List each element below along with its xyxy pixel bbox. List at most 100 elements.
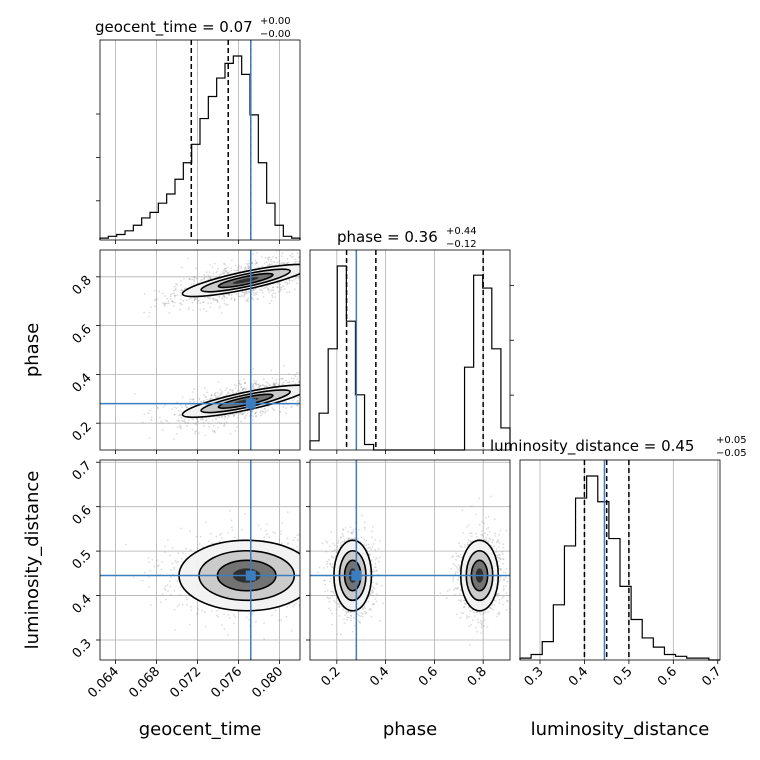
panel-geocent-time-vs-phase-sample-0-224 <box>217 295 220 297</box>
panel-geocent-time-vs-luminosity-distance-sample-0-914 <box>199 535 202 538</box>
panel-geocent-time-vs-phase-sample-0-1056 <box>279 290 281 293</box>
panel-geocent-time-vs-phase-sample-1-1095 <box>271 406 274 409</box>
panel-geocent-time-vs-phase-sample-1-319 <box>259 410 262 412</box>
panel-geocent-time-vs-phase-sample-0-96 <box>224 270 227 273</box>
panel-geocent-time-vs-luminosity-distance-sample-0-192 <box>148 576 151 579</box>
panel-geocent-time-vs-phase-sample-0-460 <box>241 291 244 293</box>
panel-geocent-time-vs-luminosity-distance-sample-0-918 <box>170 569 172 571</box>
panel-phase-vs-luminosity-distance-sample-1-427 <box>452 588 455 591</box>
panel-geocent-time-vs-phase-sample-1-685 <box>229 389 232 391</box>
panel-geocent-time-vs-phase-sample-0-441 <box>267 288 270 291</box>
panel-geocent-time-vs-phase-sample-1-357 <box>259 385 262 387</box>
panel-geocent-time-vs-phase-sample-0-604 <box>312 267 314 269</box>
panel-phase-vs-luminosity-distance-sample-0-907 <box>363 605 366 608</box>
panel-geocent-time-vs-luminosity-distance-sample-0-238 <box>196 613 199 616</box>
panel-geocent-time-vs-phase-sample-0-887 <box>271 296 274 298</box>
panel-geocent-time-vs-luminosity-distance-sample-0-550 <box>274 532 276 535</box>
panel-geocent-time-vs-luminosity-distance-yticklabel-1: 0.4 <box>70 592 95 617</box>
panel-phase-vs-luminosity-distance-sample-0-278 <box>327 597 330 600</box>
panel-geocent-time-vs-phase-sample-1-728 <box>264 412 266 414</box>
panel-geocent-time-vs-phase-sample-0-185 <box>188 306 191 309</box>
panel-geocent-time-vs-phase-sample-1-133 <box>343 360 345 362</box>
panel-geocent-time-vs-phase-sample-1-611 <box>262 378 265 381</box>
panel-geocent-time-vs-phase-sample-0-966 <box>268 263 271 266</box>
panel-geocent-time-vs-phase-sample-1-792 <box>193 422 196 425</box>
panel-geocent-time-vs-phase-sample-1-967 <box>311 388 313 390</box>
panel-geocent-time-vs-phase-sample-1-648 <box>272 382 275 384</box>
panel-geocent-time-vs-phase-sample-0-714 <box>192 309 195 311</box>
panel-geocent-time-vs-luminosity-distance-sample-0-647 <box>190 609 192 612</box>
panel-geocent-time-vs-luminosity-distance-sample-0-202 <box>234 616 237 618</box>
panel-geocent-time-vs-phase-sample-1-49 <box>302 392 304 394</box>
panel-phase-vs-luminosity-distance-sample-1-81 <box>497 540 500 542</box>
panel-geocent-time-vs-phase-sample-0-390 <box>274 296 277 298</box>
panel-geocent-time-vs-phase-sample-0-179 <box>287 278 290 281</box>
panel-geocent-time-vs-luminosity-distance-sample-0-81 <box>244 513 246 515</box>
panel-geocent-time-vs-luminosity-distance-sample-0-565 <box>205 521 208 524</box>
panel-geocent-time-vs-luminosity-distance-sample-0-889 <box>164 589 167 591</box>
panel-geocent-time-vs-phase-sample-1-469 <box>260 414 262 417</box>
panel-phase-vs-luminosity-distance-sample-1-353 <box>467 543 470 546</box>
panel-geocent-time-vs-luminosity-distance-sample-0-828 <box>317 580 319 582</box>
panel-geocent-time-vs-phase-sample-0-1019 <box>240 267 243 270</box>
panel-geocent-time-vs-phase-sample-1-252 <box>219 388 222 391</box>
panel-phase-vs-luminosity-distance-sample-1-18 <box>468 533 471 535</box>
hist-luminosity-distance-xticklabel-0: 0.3 <box>522 664 547 689</box>
panel-geocent-time-vs-phase-sample-0-851 <box>255 293 258 296</box>
panel-geocent-time-vs-phase-sample-0-784 <box>261 291 264 294</box>
panel-geocent-time-vs-phase-sample-1-292 <box>217 381 220 383</box>
panel-geocent-time-vs-luminosity-distance-sample-0-704 <box>317 545 319 547</box>
panel-geocent-time-vs-phase-sample-1-517 <box>317 397 319 399</box>
panel-geocent-time-vs-phase-sample-1-192 <box>302 396 304 398</box>
panel-geocent-time-vs-phase-sample-1-491 <box>215 395 217 398</box>
panel-phase-vs-luminosity-distance-sample-1-328 <box>454 564 456 567</box>
panel-geocent-time-vs-phase-sample-0-660 <box>227 272 229 274</box>
panel-geocent-time-vs-phase-sample-0-763 <box>189 278 191 281</box>
panel-phase-vs-luminosity-distance-sample-0-1057 <box>357 529 360 531</box>
panel-phase-vs-luminosity-distance-sample-0-126 <box>347 610 350 613</box>
panel-geocent-time-vs-phase-sample-0-86 <box>238 295 240 298</box>
panel-geocent-time-vs-phase-sample-0-676 <box>327 267 329 269</box>
panel-phase-vs-luminosity-distance-sample-1-22 <box>494 532 496 535</box>
panel-geocent-time-vs-phase-sample-1-757 <box>194 430 197 433</box>
panel-phase-vs-luminosity-distance-sample-1-154 <box>502 571 505 574</box>
panel-geocent-time-vs-phase-sample-0-794 <box>286 281 288 284</box>
panel-geocent-time-vs-phase-sample-0-366 <box>307 266 309 268</box>
panel-geocent-time-vs-luminosity-distance-sample-0-988 <box>303 584 305 586</box>
panel-geocent-time-vs-phase-sample-0-886 <box>252 289 254 291</box>
panel-geocent-time-vs-phase-sample-0-348 <box>294 277 297 280</box>
panel-geocent-time-vs-luminosity-distance-sample-0-735 <box>305 545 307 547</box>
panel-geocent-time-vs-phase-sample-0-309 <box>223 294 225 297</box>
panel-geocent-time-vs-phase-sample-0-497 <box>288 282 291 285</box>
panel-geocent-time-vs-luminosity-distance-sample-0-87 <box>296 546 298 548</box>
panel-geocent-time-vs-luminosity-distance-sample-0-177 <box>280 619 282 622</box>
panel-geocent-time-vs-phase-sample-1-1045 <box>179 426 182 429</box>
panel-phase-vs-luminosity-distance-sample-0-288 <box>351 630 354 633</box>
panel-geocent-time-vs-luminosity-distance-sample-0-179 <box>149 570 152 572</box>
panel-geocent-time-vs-phase-sample-0-1077 <box>298 256 300 259</box>
panel-geocent-time-vs-phase-sample-0-376 <box>245 300 248 302</box>
panel-phase-vs-luminosity-distance-sample-0-107 <box>334 555 336 558</box>
panel-geocent-time-vs-luminosity-distance-sample-0-612 <box>281 542 283 545</box>
panel-geocent-time-vs-phase-sample-1-745 <box>240 411 243 414</box>
title-geocent-time-minus: −0.00 <box>260 29 291 40</box>
panel-geocent-time-vs-luminosity-distance-sample-0-1077 <box>218 540 221 542</box>
panel-geocent-time-vs-phase-sample-1-138 <box>323 372 325 374</box>
panel-phase-vs-luminosity-distance-sample-0-1020 <box>367 543 370 546</box>
panel-geocent-time-vs-phase-sample-1-162 <box>150 419 153 422</box>
panel-geocent-time-vs-phase-sample-1-1031 <box>282 381 285 384</box>
panel-geocent-time-vs-luminosity-distance-sample-0-297 <box>292 605 295 608</box>
hist-luminosity-distance-steps <box>519 475 720 661</box>
panel-geocent-time-vs-phase-sample-0-122 <box>334 270 336 272</box>
panel-geocent-time-vs-phase-sample-0-930 <box>154 299 157 301</box>
panel-geocent-time-vs-phase-sample-0-606 <box>222 295 225 297</box>
panel-geocent-time-vs-luminosity-distance-sample-0-800 <box>307 588 309 590</box>
panel-geocent-time-vs-phase-sample-0-570 <box>253 294 256 296</box>
panel-geocent-time-vs-phase-sample-0-127 <box>279 286 282 289</box>
panel-phase-vs-luminosity-distance-sample-0-263 <box>347 610 349 613</box>
panel-geocent-time-vs-phase-sample-0-126 <box>161 292 164 295</box>
panel-geocent-time-vs-luminosity-distance-sample-0-981 <box>148 561 150 563</box>
panel-geocent-time-vs-phase-sample-1-249 <box>184 405 187 407</box>
panel-geocent-time-vs-luminosity-distance-sample-0-1026 <box>304 551 306 553</box>
panel-phase-vs-luminosity-distance-sample-0-462 <box>341 540 344 543</box>
